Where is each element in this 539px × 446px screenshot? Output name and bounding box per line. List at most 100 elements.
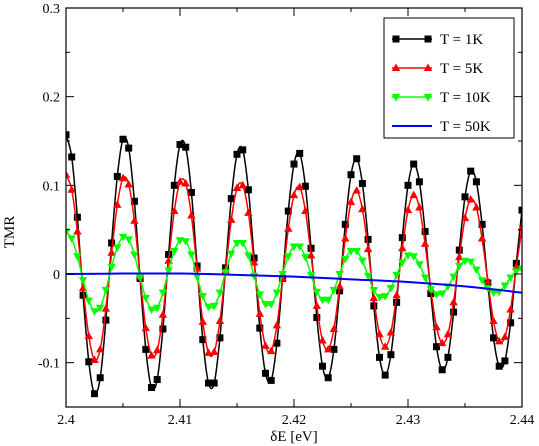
data-point-1-34 [256, 324, 264, 332]
data-point-3-53 [363, 272, 373, 281]
data-point-3-2 [73, 253, 82, 261]
data-point-1-14 [142, 345, 150, 353]
data-point-1-39 [284, 207, 292, 215]
data-point-2-57 [386, 328, 396, 336]
data-point-2-12 [130, 216, 139, 224]
data-point-1-76 [495, 362, 503, 370]
data-point-3-0 [66, 228, 71, 236]
data-point-1-30 [233, 150, 241, 158]
legend-marker-right-1 [424, 35, 432, 43]
data-point-1-45 [319, 362, 326, 370]
data-point-3-23 [192, 273, 202, 282]
data-point-2-45 [318, 336, 327, 344]
data-point-3-25 [204, 303, 213, 312]
series-layer [66, 131, 522, 398]
data-point-3-36 [267, 301, 276, 309]
data-point-3-1 [67, 235, 76, 244]
data-point-2-36 [267, 346, 276, 355]
data-point-3-39 [284, 253, 293, 261]
data-point-2-30 [232, 183, 242, 191]
data-point-2-39 [284, 224, 293, 232]
data-point-1-44 [313, 313, 321, 321]
data-point-2-75 [489, 316, 498, 324]
data-point-3-51 [352, 247, 361, 256]
data-point-1-55 [376, 353, 383, 361]
data-point-2-17 [158, 310, 168, 318]
data-point-2-66 [438, 338, 447, 347]
data-point-3-18 [164, 267, 173, 275]
data-point-2-67 [443, 329, 453, 338]
data-point-2-77 [500, 332, 510, 340]
data-point-1-0 [66, 131, 70, 139]
data-point-1-42 [301, 182, 309, 190]
data-point-1-61 [410, 160, 418, 168]
data-point-1-71 [467, 167, 475, 175]
y-tick-label-2: 0.1 [43, 179, 61, 194]
data-point-3-29 [227, 250, 236, 259]
data-point-1-41 [296, 149, 304, 157]
legend-entry-3: T = 10K [391, 90, 491, 106]
x-tick-label-3: 2.43 [396, 413, 421, 428]
x-tick-label-0: 2.4 [57, 413, 75, 428]
x-tick-label-1: 2.41 [168, 413, 193, 428]
data-point-1-53 [364, 235, 372, 243]
data-point-1-25 [205, 379, 212, 387]
data-point-3-21 [181, 238, 190, 246]
x-tick-label-4: 2.44 [510, 413, 535, 428]
data-point-3-40 [289, 243, 299, 252]
legend: T = 1K T = 5K T = 10K T = 50K [383, 17, 515, 139]
data-point-2-27 [215, 316, 225, 324]
data-point-1-5 [91, 390, 98, 398]
data-point-1-12 [130, 197, 138, 205]
data-point-1-10 [119, 135, 127, 143]
data-point-1-7 [102, 316, 110, 324]
data-point-3-41 [295, 243, 304, 252]
data-point-2-4 [84, 331, 93, 340]
data-point-1-54 [370, 302, 378, 310]
data-point-3-24 [198, 293, 207, 301]
data-point-2-5 [90, 355, 99, 364]
data-point-1-70 [461, 193, 469, 201]
data-point-2-54 [369, 293, 378, 301]
data-point-1-46 [324, 374, 332, 382]
data-point-3-16 [153, 304, 162, 313]
data-point-2-74 [483, 276, 492, 285]
data-point-3-28 [221, 269, 230, 277]
data-point-3-3 [78, 277, 88, 285]
data-point-2-20 [175, 177, 185, 185]
data-point-2-35 [261, 341, 270, 349]
data-point-2-21 [181, 179, 190, 187]
data-point-1-65 [433, 343, 440, 351]
data-point-1-69 [455, 246, 463, 254]
data-point-2-50 [346, 197, 356, 206]
data-point-3-64 [426, 286, 435, 294]
data-point-1-62 [415, 178, 423, 186]
data-point-3-80 [517, 265, 522, 274]
data-point-1-67 [444, 353, 452, 361]
data-point-3-27 [215, 289, 225, 298]
data-point-3-59 [398, 259, 407, 267]
data-point-3-22 [187, 251, 196, 259]
data-point-2-34 [255, 309, 264, 317]
legend-entry-2: T = 5K [391, 61, 483, 77]
y-axis-label: TMR [2, 216, 18, 249]
data-point-1-80 [518, 206, 522, 214]
data-point-3-26 [210, 302, 219, 311]
data-point-3-12 [130, 251, 139, 259]
data-point-1-52 [358, 180, 366, 188]
data-point-2-68 [449, 297, 458, 306]
data-point-2-2 [73, 226, 82, 235]
data-point-1-58 [393, 298, 401, 306]
data-point-2-56 [381, 342, 390, 350]
data-point-1-9 [113, 172, 121, 180]
legend-label-2: T = 5K [440, 61, 483, 77]
x-axis-label: δE [eV] [270, 429, 317, 445]
data-point-1-72 [472, 178, 480, 186]
data-point-1-22 [187, 188, 195, 196]
data-point-1-57 [387, 351, 395, 359]
data-point-2-14 [141, 323, 150, 332]
legend-label-4: T = 50K [440, 119, 491, 135]
data-point-1-43 [307, 244, 315, 252]
data-point-3-79 [512, 268, 521, 276]
